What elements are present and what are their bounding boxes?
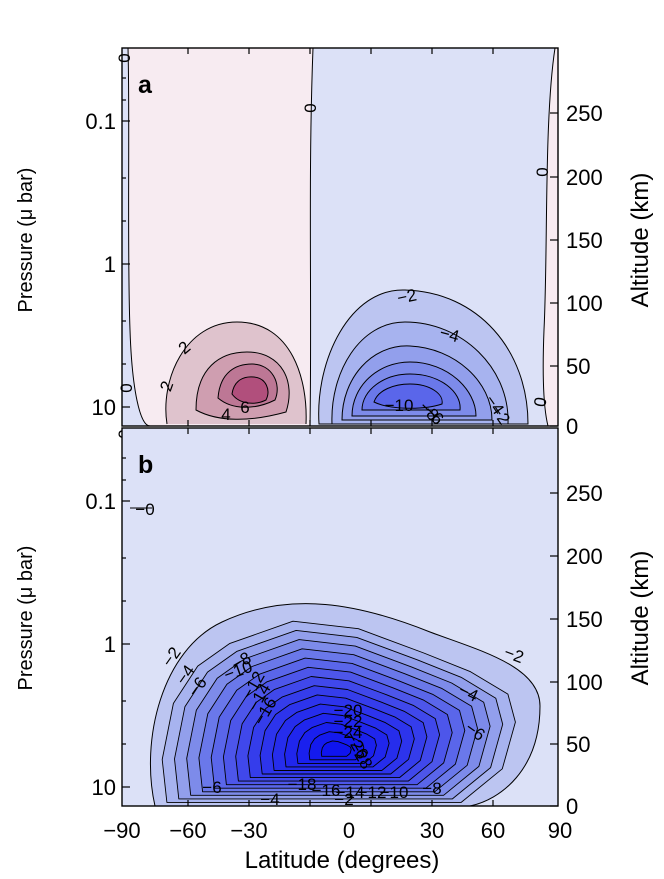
contour-label: 4	[221, 405, 230, 424]
contour-label: −8	[422, 779, 441, 798]
panel-a-contours	[122, 48, 558, 426]
panel-a: 0 0 0 0 2 2 4 6 −2 −4 −10 −8 −6 −2 −4 0 …	[15, 47, 654, 439]
panel-b-altitude-ticks: 250 200 150 100 50 0	[566, 481, 603, 819]
tick-label: −90	[103, 818, 140, 843]
tick-label: 200	[566, 544, 603, 569]
panel-a-altitude-ticks: 250 200 150 100 50 0	[566, 101, 603, 439]
contour-label: 0	[533, 167, 552, 176]
tick-label: 0.1	[85, 489, 116, 514]
panel-b-pressure-ticks: 0.1 1 10	[85, 489, 116, 800]
tick-label: 250	[566, 481, 603, 506]
contour-label: −22	[334, 712, 363, 731]
tick-label: 90	[548, 818, 572, 843]
contour-label: −10	[385, 396, 414, 415]
contour-label: −2	[334, 790, 353, 809]
panel-a-label: a	[138, 71, 153, 99]
panel-a-ticks	[122, 48, 558, 427]
contour-label: 6	[240, 398, 249, 417]
panel-b-pressure-axis-label: Pressure (μ bar)	[15, 546, 37, 691]
panel-a-pressure-axis-label: Pressure (μ bar)	[15, 168, 37, 313]
tick-label: 200	[566, 165, 603, 190]
contour-label: −14	[336, 783, 365, 802]
tick-label: 30	[420, 818, 444, 843]
tick-label: 150	[566, 228, 603, 253]
contour-label: −2	[395, 285, 418, 308]
tick-label: 0.1	[85, 109, 116, 134]
panel-b-contour-rings	[161, 620, 516, 803]
panel-a-altitude-axis-label: Altitude (km)	[627, 173, 654, 308]
contour-label: −20	[334, 701, 363, 720]
contour-label: −18	[288, 775, 317, 794]
contour-label: 0	[117, 383, 136, 392]
tick-label: 60	[481, 818, 505, 843]
x-axis-label: Latitude (degrees)	[245, 847, 440, 874]
tick-label: −60	[169, 818, 206, 843]
tick-label: 100	[566, 670, 603, 695]
panel-b-ticks	[122, 428, 558, 807]
tick-label: 0	[566, 794, 578, 819]
contour-label: 0	[301, 103, 320, 112]
tick-label: 1	[104, 252, 116, 277]
panel-b-label: b	[138, 451, 153, 479]
panel-a-contour-pos-max	[231, 376, 269, 404]
panel-b-frame	[121, 427, 559, 807]
contour-label: −10	[380, 783, 409, 802]
panel-a-contour-neg-min	[373, 383, 443, 409]
contour-label: −12	[358, 783, 387, 802]
panel-a-frame	[121, 47, 559, 427]
contour-label: 0	[530, 396, 550, 409]
tick-label: 50	[566, 732, 590, 757]
contour-ring	[320, 740, 352, 757]
panel-b-contours	[122, 428, 558, 806]
contour-label: −24	[334, 723, 363, 742]
contour-label: −16	[312, 781, 341, 800]
contour-label: 0	[115, 53, 134, 62]
tick-label: 10	[92, 395, 116, 420]
panel-a-pressure-ticks: 0.1 1 10	[85, 109, 116, 420]
tick-label: 1	[104, 632, 116, 657]
tick-label: 50	[566, 354, 590, 379]
tick-label: 100	[566, 291, 603, 316]
panel-b-altitude-axis-label: Altitude (km)	[627, 551, 654, 686]
tick-label: 10	[92, 775, 116, 800]
contour-label: −6	[202, 778, 221, 797]
latitude-ticks: −90 −60 −30 0 30 60 90	[103, 818, 572, 843]
contour-label: −0	[135, 500, 154, 519]
contour-label: −4	[438, 323, 462, 346]
contour-label: −4	[260, 790, 279, 809]
tick-label: 0	[343, 818, 355, 843]
tick-label: 250	[566, 101, 603, 126]
panel-b: −0 −2 −4 −6 −8 −10 −12 −14 −16 −20 −22 −…	[15, 427, 654, 819]
tick-label: 150	[566, 607, 603, 632]
tick-label: 0	[566, 414, 578, 439]
tick-label: −30	[230, 818, 267, 843]
panel-a-positive-region-north	[542, 48, 558, 426]
